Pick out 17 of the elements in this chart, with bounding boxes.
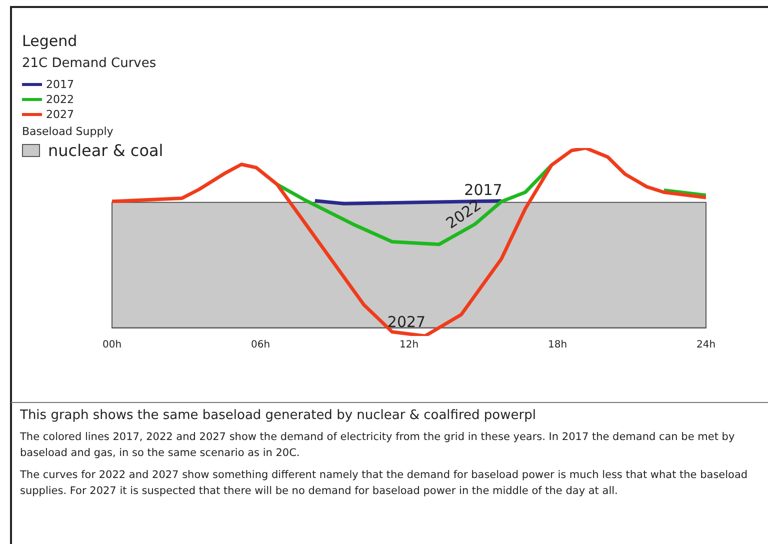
annotation: 2027 bbox=[387, 312, 426, 331]
legend-label: 2022 bbox=[46, 93, 74, 106]
text: Baseload Supply bbox=[22, 125, 114, 138]
legend-label: 2017 bbox=[46, 78, 74, 91]
text: The colored lines 2017, 2022 and 2027 show the demand of electricity from the grid in these years. In 2017 the demand can be met by baseload and gas, in so the same scenario as in 20C. bbox=[20, 430, 736, 461]
x-tick-label: 24h bbox=[696, 340, 716, 351]
x-tick-label: 18h bbox=[548, 340, 568, 351]
text: The curves for 2022 and 2027 show something different namely that the demand for baseload power is much less that what the baseload supplies. For 2027 it is suspected that there will be no demand for baseload power in the middle of the day at all. bbox=[20, 468, 749, 499]
x-tick-label: 12h bbox=[399, 340, 419, 351]
legend-title: Legend bbox=[22, 32, 78, 50]
text: 21C Demand Curves bbox=[22, 56, 158, 71]
x-tick-label: 00h bbox=[102, 340, 122, 351]
annotation: 2017 bbox=[464, 181, 502, 200]
legend-label: 2027 bbox=[46, 108, 74, 121]
x-tick-label: 06h bbox=[250, 340, 270, 351]
band-label: nuclear & coal bbox=[48, 141, 164, 160]
text: This graph shows the same baseload generated by nuclear & coalfired powerpl bbox=[20, 408, 537, 423]
